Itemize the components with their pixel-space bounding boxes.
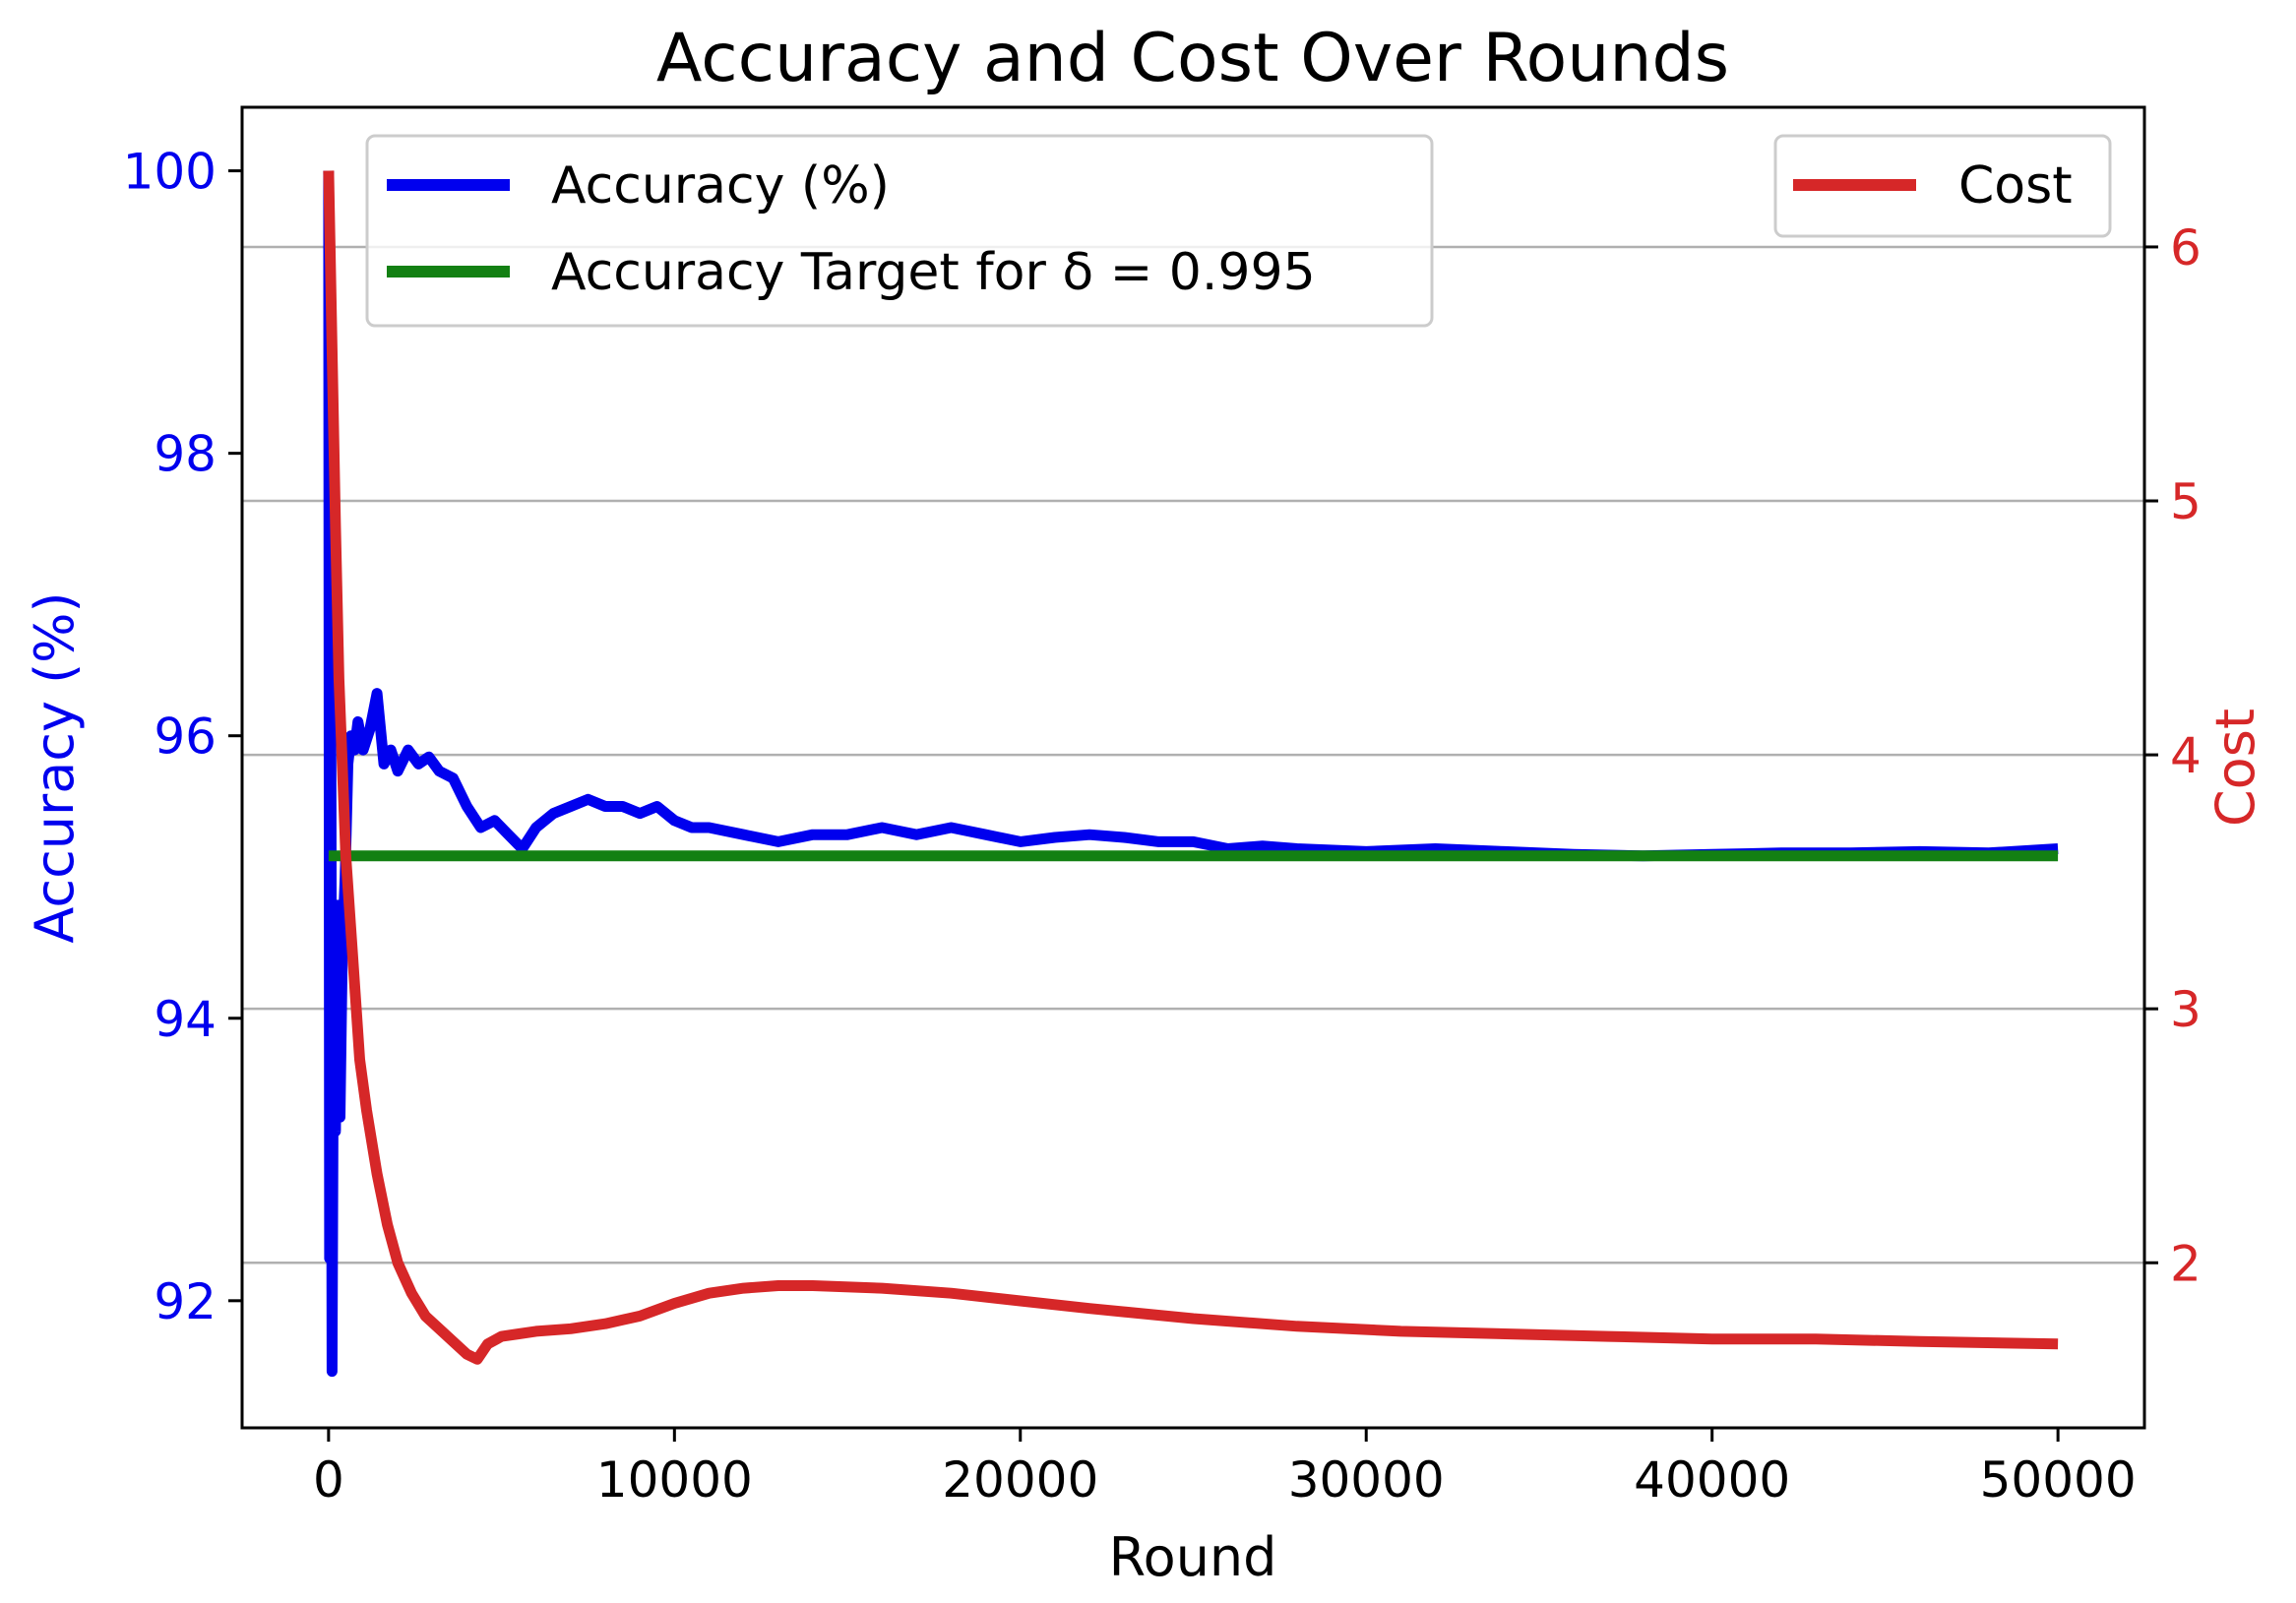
x-tick-label-0: 0 (313, 1451, 344, 1509)
legend-left: Accuracy (%) Accuracy Target for δ = 0.9… (365, 134, 1434, 328)
series-accuracy-line (323, 170, 2059, 1378)
y-left-tick-label-4: 100 (123, 144, 217, 201)
legend-accuracy-label: Accuracy (%) (551, 156, 890, 216)
y-left-tick-label-1: 94 (154, 991, 217, 1048)
y-right-tick-label-3: 5 (2170, 473, 2202, 530)
x-tick-label-5: 50000 (1980, 1451, 2137, 1509)
x-tick-label-2: 20000 (942, 1451, 1098, 1509)
y-axis-label-left: Accuracy (%) (24, 591, 86, 943)
y-right-tick-label-2: 4 (2170, 727, 2202, 784)
legend-left-box (365, 134, 1434, 328)
y-left-tick-label-0: 92 (154, 1273, 217, 1330)
plot-frame (240, 105, 2146, 1430)
y-right-tick-label-0: 2 (2170, 1235, 2202, 1292)
y-axis-label-right: Cost (2204, 709, 2266, 827)
legend-target-label: Accuracy Target for δ = 0.995 (551, 243, 1316, 302)
y-left-tick-label-2: 96 (154, 709, 217, 766)
ticks: 0 10000 20000 30000 40000 50000 92 94 96 98 100 2 3 4… (123, 144, 2202, 1509)
y-left-tick-label-3: 98 (154, 426, 217, 483)
grid (242, 245, 2144, 1264)
y-right-tick-label-4: 6 (2170, 219, 2202, 277)
legend-cost-label: Cost (1958, 156, 2073, 216)
legend-right: Cost (1773, 134, 2112, 238)
series-cost-line (323, 170, 2059, 1365)
legend-right-box (1773, 134, 2112, 238)
x-tick-label-4: 40000 (1634, 1451, 1790, 1509)
x-axis-label: Round (1109, 1526, 1277, 1588)
x-tick-label-3: 30000 (1288, 1451, 1445, 1509)
y-right-tick-label-1: 3 (2170, 981, 2202, 1038)
chart-title: Accuracy and Cost Over Rounds (656, 20, 1729, 97)
x-tick-label-1: 10000 (596, 1451, 753, 1509)
series-layer (323, 170, 2059, 1378)
